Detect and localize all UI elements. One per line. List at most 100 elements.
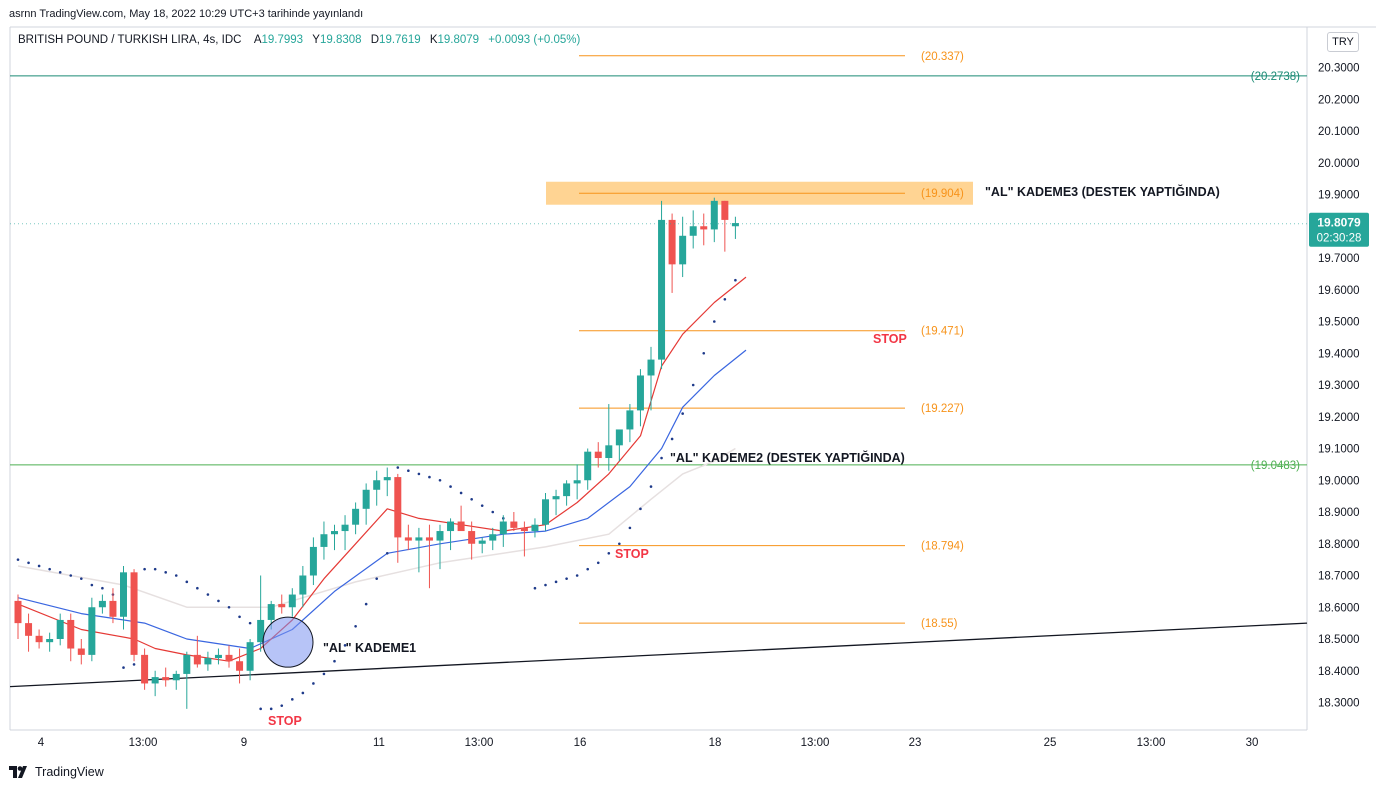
candle-body	[436, 531, 444, 541]
candle-body	[77, 648, 85, 655]
sar-dot	[491, 510, 495, 514]
y-tick-label: 19.3000	[1318, 380, 1360, 392]
sar-dot	[354, 625, 357, 628]
candle-body	[457, 521, 465, 532]
y-tick-label: 19.1000	[1318, 444, 1360, 456]
candle-body	[636, 375, 644, 411]
y-tick-label: 19.5000	[1318, 317, 1360, 329]
candle-body	[341, 524, 349, 532]
sar-dot	[364, 602, 368, 606]
published-header: asrnn TradingView.com, May 18, 2022 10:2…	[9, 8, 364, 20]
y-tick-label: 19.9000	[1318, 190, 1360, 202]
sar-dot	[37, 564, 41, 568]
close-label: K	[429, 34, 438, 46]
candle-body	[172, 673, 180, 681]
sar-dot	[291, 698, 294, 701]
candle-body	[499, 521, 507, 535]
open-value: 19.7993	[261, 34, 304, 46]
y-tick-label: 19.4000	[1318, 348, 1360, 360]
candle-body	[56, 619, 64, 639]
candle-body	[679, 235, 687, 265]
y-tick-label: 18.8000	[1318, 539, 1360, 551]
candle-body	[214, 654, 222, 659]
candle-body	[668, 219, 676, 265]
sar-dot	[649, 485, 653, 488]
y-tick-label: 20.3000	[1318, 63, 1360, 75]
candle-body	[299, 575, 307, 595]
candle-body	[615, 429, 623, 446]
candle-body	[183, 654, 191, 674]
sar-dot	[375, 577, 379, 580]
sar-dot	[702, 351, 706, 355]
footer-logo[interactable]: TradingView	[9, 765, 104, 779]
candle-body	[225, 654, 233, 662]
sar-dot	[681, 412, 684, 415]
candle-body	[46, 639, 54, 643]
stop-annotation-1: STOP	[873, 332, 907, 346]
candle-body	[510, 521, 518, 528]
sar-dot	[269, 707, 273, 711]
candle-body	[331, 531, 338, 535]
ema-fast-line	[17, 276, 747, 662]
sar-dot	[333, 659, 336, 663]
candle-body	[710, 200, 718, 230]
sar-dot	[196, 586, 199, 590]
currency-button[interactable]: TRY	[1327, 32, 1359, 52]
candle-body	[563, 483, 571, 497]
candle-body	[193, 654, 201, 665]
bar-countdown: 02:30:28	[1317, 233, 1362, 245]
candle-body	[246, 642, 254, 671]
candle-body	[721, 200, 729, 220]
y-tick-label: 19.6000	[1318, 285, 1360, 297]
last-price-tag	[1309, 212, 1369, 247]
kademe3-annotation: "AL" KADEME3 (DESTEK YAPTIĞINDA)	[985, 184, 1220, 199]
sar-dot	[122, 666, 125, 669]
sar-dot	[27, 561, 30, 565]
symbol-title[interactable]: BRITISH POUND / TURKISH LIRA, 4s, IDC	[18, 34, 242, 46]
candle-body	[14, 600, 22, 624]
y-tick-label: 19.0000	[1318, 475, 1360, 487]
candle-body	[352, 508, 360, 525]
candle-body	[594, 451, 602, 459]
horizontal-line-label: (19.0483)	[1251, 460, 1300, 472]
close-value: 19.8079	[437, 34, 480, 46]
candle-body	[731, 223, 739, 227]
sar-dot	[312, 682, 315, 685]
sar-dot	[206, 593, 210, 596]
candle-body	[394, 477, 402, 538]
sar-dot	[628, 526, 632, 530]
x-tick-label: 25	[1044, 737, 1057, 749]
x-tick-label: 30	[1246, 737, 1259, 749]
sar-dot	[565, 577, 568, 580]
candle-body	[605, 445, 613, 459]
sar-dot	[48, 567, 51, 571]
stop-annotation-2: STOP	[615, 547, 649, 561]
x-tick-label: 23	[909, 737, 922, 749]
sar-dot	[90, 583, 94, 587]
candle-body	[151, 677, 159, 684]
candle-body	[658, 219, 666, 360]
candle-body	[162, 677, 170, 681]
y-tick-label: 18.5000	[1318, 634, 1360, 646]
sar-dot	[417, 472, 421, 476]
sar-dot	[58, 571, 62, 574]
y-tick-label: 18.7000	[1318, 571, 1360, 583]
y-tick-label: 20.0000	[1318, 158, 1360, 170]
sar-dot	[259, 707, 262, 711]
candle-body	[35, 635, 43, 643]
sar-dot	[607, 551, 611, 555]
candle-body	[109, 600, 117, 617]
sar-dot	[217, 599, 220, 603]
kademe1-marker-circle	[262, 616, 314, 668]
candle-body	[267, 604, 275, 620]
candle-body	[647, 359, 655, 376]
level-label: (19.227)	[921, 403, 964, 415]
x-tick-label: 13:00	[129, 737, 158, 749]
sar-dot	[301, 691, 305, 695]
candle-body	[320, 534, 328, 547]
sar-dot	[449, 485, 452, 488]
candle-body	[288, 594, 296, 608]
sar-dot	[16, 558, 20, 561]
y-tick-label: 18.6000	[1318, 602, 1360, 614]
